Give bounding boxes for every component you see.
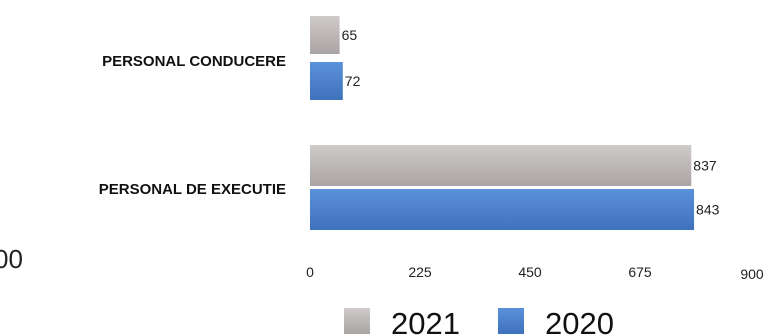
x-tick-label: 0: [306, 264, 314, 280]
x-tick-label: 225: [408, 264, 432, 280]
legend-label-2021: 2021: [391, 306, 460, 336]
x-tick-label: 450: [518, 264, 542, 280]
x-tick-label: 675: [628, 264, 652, 280]
value-labels-group: 65 72 837 843: [342, 27, 720, 218]
bar-2021-executie: [310, 145, 692, 186]
legend-swatch-2020: [498, 308, 524, 334]
legend-swatch-2021: [344, 308, 370, 334]
bar-2021-conducere: [310, 16, 340, 54]
value-label-2020-conducere: 72: [345, 73, 361, 89]
x-axis: 0 225 450 675 900: [306, 264, 764, 282]
value-label-2021-conducere: 65: [342, 27, 358, 43]
cropped-axis-text: 00: [0, 244, 23, 274]
bar-2020-executie: [310, 189, 695, 230]
category-label-executie: PERSONAL DE EXECUTIE: [99, 181, 286, 198]
x-tick-label: 900: [740, 266, 764, 282]
value-label-2021-executie: 837: [693, 158, 717, 174]
bars-group: [310, 16, 695, 230]
value-label-2020-executie: 843: [696, 202, 720, 218]
legend: 2021 2020: [344, 306, 614, 336]
category-label-conducere: PERSONAL CONDUCERE: [102, 53, 286, 70]
legend-label-2020: 2020: [545, 306, 614, 336]
bar-2020-conducere: [310, 62, 343, 100]
